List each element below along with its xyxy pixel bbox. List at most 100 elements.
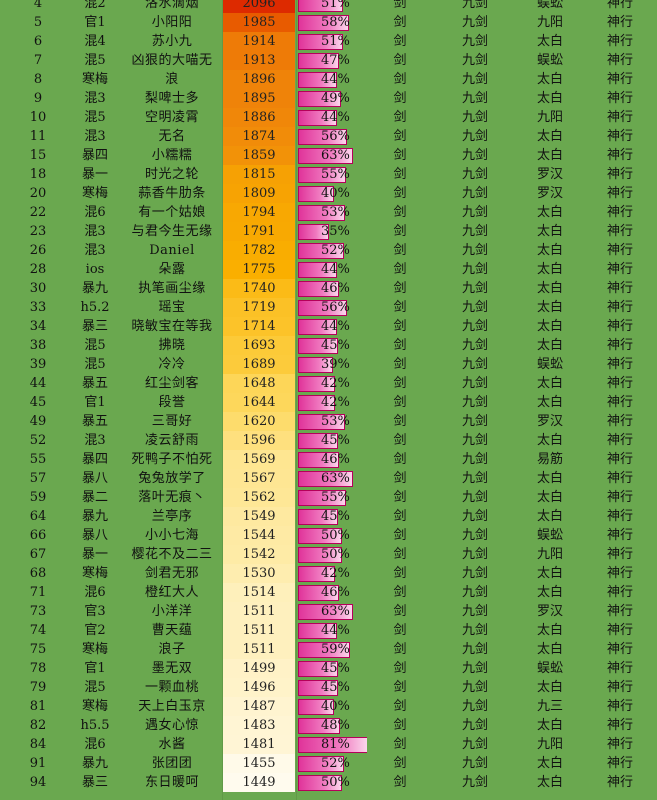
cell-score: 1896: [223, 70, 295, 89]
table-row: 30 暴九 执笔画尘缘 1740 46% 剑 九剑 太白 神行: [0, 279, 657, 298]
table-row: 11 混3 无名 1874 56% 剑 九剑 太白 神行: [0, 127, 657, 146]
percent-bar: [298, 452, 339, 468]
cell-move: 神行: [606, 110, 633, 125]
percent-label: 45%: [321, 338, 350, 353]
cell-name: 水酱: [158, 737, 186, 752]
cell-rank: 64: [29, 509, 47, 524]
cell-skill: 九剑: [461, 376, 488, 391]
cell-move: 神行: [606, 224, 633, 239]
table-row: 59 暴二 落叶无痕丶 1562 55% 剑 九剑 太白 神行: [0, 488, 657, 507]
cell-name: 遇女心惊: [144, 718, 199, 733]
cell-rank: 78: [29, 661, 47, 676]
percent-label: 46%: [321, 281, 350, 296]
cell-score: 1455: [223, 754, 295, 773]
cell-percent: 50%: [297, 545, 367, 564]
percent-bar: [298, 224, 329, 240]
cell-percent: 44%: [297, 108, 367, 127]
cell-school: 易筋: [536, 452, 563, 467]
cell-server: 寒梅: [81, 699, 108, 714]
percent-label: 53%: [321, 205, 350, 220]
cell-move: 神行: [606, 72, 633, 87]
cell-score: 1511: [223, 602, 295, 621]
cell-skill: 九剑: [461, 53, 488, 68]
cell-server: h5.5: [80, 718, 110, 733]
cell-rank: 20: [29, 186, 47, 201]
cell-rank: 82: [29, 718, 47, 733]
cell-server: 混6: [84, 585, 106, 600]
cell-weapon: 剑: [393, 110, 407, 125]
percent-bar: [298, 699, 334, 715]
table-row: 15 暴四 小糯糯 1859 63% 剑 九剑 太白 神行: [0, 146, 657, 165]
cell-score: 1714: [223, 317, 295, 336]
percent-bar: [298, 509, 338, 525]
table-row: 7 混5 凶狠的大喵无 1913 47% 剑 九剑 蜈蚣 神行: [0, 51, 657, 70]
cell-score: 1809: [223, 184, 295, 203]
cell-percent: 49%: [297, 89, 367, 108]
percent-bar: [298, 243, 344, 259]
cell-rank: 73: [29, 604, 47, 619]
cell-school: 太白: [536, 91, 563, 106]
cell-server: 暴一: [81, 167, 108, 182]
cell-name: 曹天蕴: [151, 623, 193, 638]
percent-label: 51%: [321, 34, 350, 49]
percent-bar: [298, 642, 350, 658]
cell-rank: 49: [29, 414, 47, 429]
cell-percent: 63%: [297, 469, 367, 488]
cell-skill: 九剑: [461, 566, 488, 581]
cell-move: 神行: [606, 680, 633, 695]
cell-rank: 10: [29, 110, 47, 125]
percent-label: 47%: [321, 53, 350, 68]
cell-rank: 52: [29, 433, 47, 448]
table-row: 6 混4 苏小九 1914 51% 剑 九剑 太白 神行: [0, 32, 657, 51]
cell-weapon: 剑: [393, 547, 407, 562]
percent-bar: [298, 414, 345, 430]
cell-score: 1740: [223, 279, 295, 298]
cell-rank: 57: [29, 471, 47, 486]
cell-name: 凶狠的大喵无: [131, 53, 213, 68]
cell-score: 1648: [223, 374, 295, 393]
cell-skill: 九剑: [461, 224, 488, 239]
cell-score: 1544: [223, 526, 295, 545]
percent-bar: [298, 53, 339, 69]
cell-score: 1782: [223, 241, 295, 260]
cell-school: 蜈蚣: [536, 661, 563, 676]
percent-bar: [298, 490, 346, 506]
cell-percent: 44%: [297, 260, 367, 279]
cell-server: 寒梅: [81, 566, 108, 581]
cell-name: 空明凌霄: [144, 110, 199, 125]
percent-bar: [298, 528, 342, 544]
cell-school: 太白: [536, 395, 563, 410]
cell-skill: 九剑: [461, 72, 488, 87]
cell-server: 混5: [84, 110, 106, 125]
cell-percent: 42%: [297, 393, 367, 412]
table-row: 44 暴五 红尘剑客 1648 42% 剑 九剑 太白 神行: [0, 374, 657, 393]
cell-server: 官3: [84, 604, 106, 619]
grid-line: [222, 0, 223, 800]
table-row: 74 官2 曹天蕴 1511 44% 剑 九剑 太白 神行: [0, 621, 657, 640]
cell-name: 洛水滴烟: [144, 0, 199, 11]
cell-percent: 35%: [297, 222, 367, 241]
cell-move: 神行: [606, 566, 633, 581]
cell-score: 1693: [223, 336, 295, 355]
cell-name: 红尘剑客: [144, 376, 199, 391]
percent-label: 50%: [321, 775, 350, 790]
cell-rank: 6: [33, 34, 43, 49]
cell-move: 神行: [606, 281, 633, 296]
percent-label: 52%: [321, 243, 350, 258]
table-row: 52 混3 凌云舒雨 1596 45% 剑 九剑 太白 神行: [0, 431, 657, 450]
percent-label: 63%: [321, 471, 350, 486]
cell-school: 太白: [536, 300, 563, 315]
table-row: 49 暴五 三哥好 1620 53% 剑 九剑 罗汉 神行: [0, 412, 657, 431]
cell-rank: 91: [29, 756, 47, 771]
cell-score: 1487: [223, 697, 295, 716]
percent-label: 39%: [321, 357, 350, 372]
table-row: 91 暴九 张团团 1455 52% 剑 九剑 太白 神行: [0, 754, 657, 773]
cell-name: 执笔画尘缘: [138, 281, 206, 296]
table-row: 71 混6 橙红大人 1514 46% 剑 九剑 太白 神行: [0, 583, 657, 602]
cell-weapon: 剑: [393, 53, 407, 68]
cell-name: 朵露: [158, 262, 186, 277]
percent-bar: [298, 566, 335, 582]
cell-server: h5.2: [80, 300, 110, 315]
table-row: 18 暴一 时光之轮 1815 55% 剑 九剑 罗汉 神行: [0, 165, 657, 184]
cell-rank: 28: [29, 262, 47, 277]
